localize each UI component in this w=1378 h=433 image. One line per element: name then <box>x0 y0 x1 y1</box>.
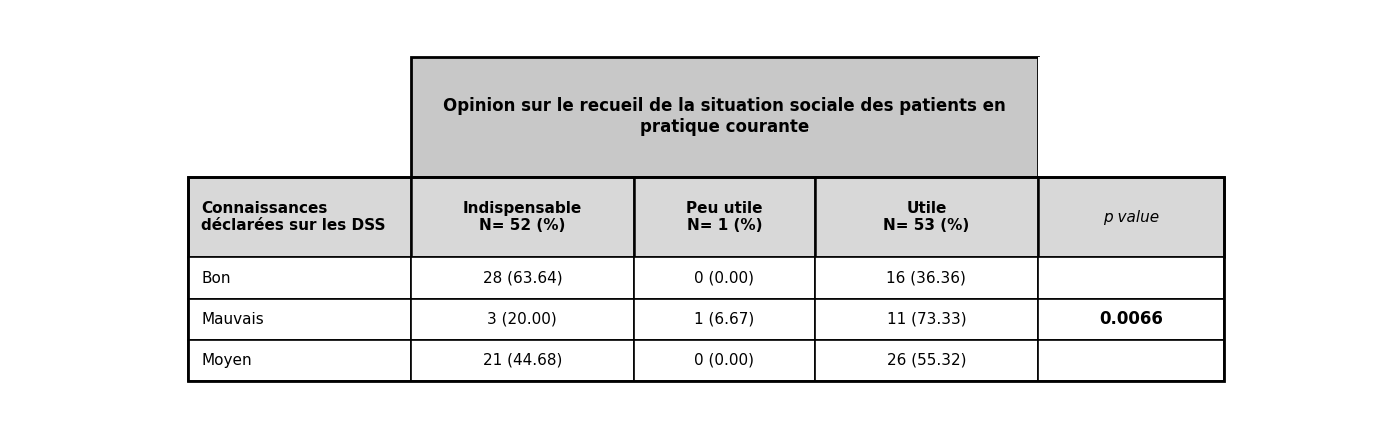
Text: Connaissances
déclarées sur les DSS: Connaissances déclarées sur les DSS <box>201 201 386 233</box>
Bar <box>1038 339 1224 381</box>
Bar <box>634 177 814 258</box>
Bar <box>1038 258 1224 298</box>
Bar <box>189 57 411 177</box>
Text: 1 (6.67): 1 (6.67) <box>695 312 755 326</box>
Bar <box>634 298 814 339</box>
Bar <box>189 258 411 298</box>
Bar <box>814 258 1038 298</box>
Text: Mauvais: Mauvais <box>201 312 263 326</box>
Bar <box>411 258 634 298</box>
Bar <box>1038 177 1224 258</box>
Bar <box>814 177 1038 258</box>
Text: Moyen: Moyen <box>201 352 252 368</box>
Bar <box>814 177 1038 258</box>
Bar <box>189 339 411 381</box>
Bar <box>814 339 1038 381</box>
Text: 21 (44.68): 21 (44.68) <box>482 352 562 368</box>
Bar <box>411 177 634 258</box>
Text: 26 (55.32): 26 (55.32) <box>886 352 966 368</box>
Bar <box>411 258 634 298</box>
Bar <box>411 339 634 381</box>
Bar <box>1038 298 1224 339</box>
Bar <box>634 339 814 381</box>
Bar <box>189 298 411 339</box>
Bar <box>189 298 411 339</box>
Bar <box>189 258 411 298</box>
Text: Utile
N= 53 (%): Utile N= 53 (%) <box>883 201 970 233</box>
Text: Indispensable
N= 52 (%): Indispensable N= 52 (%) <box>463 201 582 233</box>
Text: p value: p value <box>1102 210 1159 225</box>
Bar <box>1038 57 1224 177</box>
Bar <box>634 177 814 258</box>
Bar <box>814 258 1038 298</box>
Bar <box>411 177 634 258</box>
Bar <box>189 339 411 381</box>
Text: Opinion sur le recueil de la situation sociale des patients en
pratique courante: Opinion sur le recueil de la situation s… <box>442 97 1006 136</box>
Bar <box>634 258 814 298</box>
Text: 0 (0.00): 0 (0.00) <box>695 271 754 285</box>
Bar <box>189 177 411 258</box>
Bar <box>1038 339 1224 381</box>
Bar <box>634 258 814 298</box>
Bar <box>189 177 1224 381</box>
Bar <box>411 57 1038 177</box>
Text: 0.0066: 0.0066 <box>1100 310 1163 328</box>
Bar <box>814 298 1038 339</box>
Text: Bon: Bon <box>201 271 230 285</box>
Bar <box>189 177 411 258</box>
Text: Peu utile
N= 1 (%): Peu utile N= 1 (%) <box>686 201 762 233</box>
Bar <box>634 339 814 381</box>
Bar <box>411 57 1038 177</box>
Text: 11 (73.33): 11 (73.33) <box>886 312 966 326</box>
Bar <box>411 298 634 339</box>
Bar <box>1038 258 1224 298</box>
Bar <box>411 339 634 381</box>
Text: 3 (20.00): 3 (20.00) <box>488 312 557 326</box>
Bar <box>411 298 634 339</box>
Text: 28 (63.64): 28 (63.64) <box>482 271 562 285</box>
Bar <box>1038 177 1224 258</box>
Bar <box>814 298 1038 339</box>
Bar <box>814 339 1038 381</box>
Text: 0 (0.00): 0 (0.00) <box>695 352 754 368</box>
Text: 16 (36.36): 16 (36.36) <box>886 271 966 285</box>
Bar <box>634 298 814 339</box>
Bar <box>1038 298 1224 339</box>
